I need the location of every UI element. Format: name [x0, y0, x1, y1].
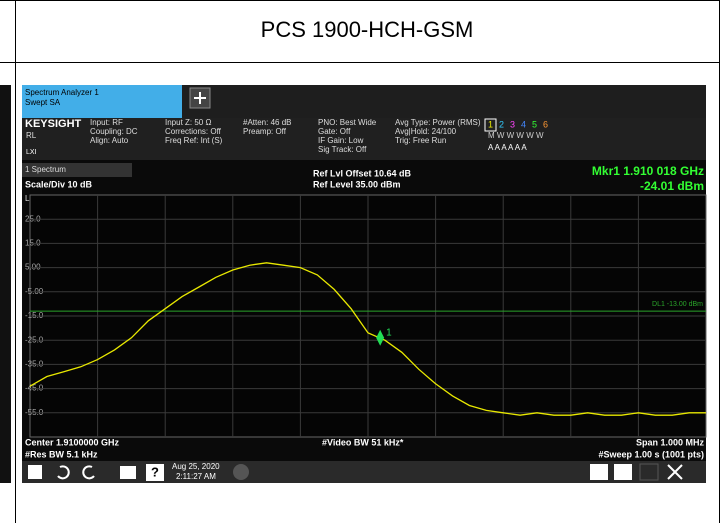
info-text: Avg|Hold: 24/100 — [395, 127, 457, 136]
layout-button[interactable] — [590, 464, 608, 480]
info-text: Coupling: DC — [90, 127, 138, 136]
date: Aug 25, 2020 — [172, 462, 220, 471]
taskbar — [22, 461, 706, 483]
info-text: Input Z: 50 Ω — [165, 118, 211, 127]
info-text: Avg Type: Power (RMS) — [395, 118, 481, 127]
marker-amplitude: -24.01 dBm — [640, 179, 704, 193]
tab-title: Spectrum Analyzer 1 — [25, 88, 99, 97]
touch-button[interactable] — [614, 464, 632, 480]
ref-level: Ref Level 35.00 dBm — [313, 179, 401, 189]
marker — [376, 329, 385, 346]
info-text: IF Gain: Low — [318, 136, 364, 145]
span: Span 1.000 MHz — [636, 437, 705, 447]
window-select[interactable] — [22, 163, 132, 177]
trace-types: A A A A A A — [488, 143, 527, 152]
ref-offset: Ref Lvl Offset 10.64 dB — [313, 168, 412, 178]
info-text: Sig Track: Off — [318, 145, 367, 154]
trace-number: 4 — [521, 119, 526, 129]
help-icon: ? — [151, 464, 159, 479]
info-bar — [22, 118, 706, 160]
plot: 25.015.05.00-5.00-15.0-25.0-35.0-45.0-55… — [25, 194, 707, 438]
tab[interactable] — [22, 85, 182, 118]
info-text: Align: Auto — [90, 136, 129, 145]
info-text: Input: RF — [90, 118, 123, 127]
info-text: Trig: Free Run — [395, 136, 446, 145]
redo-button[interactable] — [82, 465, 95, 480]
trace-number: 6 — [543, 119, 548, 129]
trace-1-box — [484, 118, 497, 132]
fullscreen-button[interactable] — [667, 464, 683, 480]
document-title: PCS 1900-HCH-GSM — [261, 17, 474, 42]
info-text: Preamp: Off — [243, 127, 287, 136]
info-text: PNO: Best Wide — [318, 118, 377, 127]
marker-frequency: Mkr1 1.910 018 GHz — [592, 164, 704, 178]
window-button[interactable] — [639, 463, 659, 481]
brand: KEYSIGHT — [25, 118, 82, 130]
file-button[interactable] — [120, 466, 136, 479]
marker-label: 1 — [386, 327, 392, 338]
undo-button[interactable] — [57, 465, 70, 480]
display-line-label: DL1 -13.00 dBm — [652, 301, 703, 308]
trace-number: 3 — [510, 119, 515, 129]
trace-number: 2 — [499, 119, 504, 129]
neighbor-screenshot — [0, 85, 11, 483]
rbw: #Res BW 5.1 kHz — [25, 449, 98, 459]
plus-icon — [194, 92, 206, 104]
time: 2:11:27 AM — [176, 472, 216, 481]
info-text: Gate: Off — [318, 127, 351, 136]
trace-modes: M W W W W W — [488, 131, 544, 140]
lxi: LXI — [26, 149, 37, 156]
trace — [29, 262, 706, 416]
info-text: Corrections: Off — [165, 127, 222, 136]
tab-mode: Swept SA — [25, 98, 61, 107]
trace-number: 5 — [532, 119, 537, 129]
vbw: #Video BW 51 kHz* — [322, 437, 404, 447]
message-button[interactable] — [233, 464, 249, 480]
info-text: #Atten: 46 dB — [243, 118, 291, 127]
trace-number: 1 — [488, 119, 493, 129]
center: Center 1.9100000 GHz — [25, 437, 120, 447]
info-text: Freq Ref: Int (S) — [165, 136, 223, 145]
sweep: #Sweep 1.00 s (1001 pts) — [598, 449, 704, 459]
window-name: 1 Spectrum — [25, 165, 66, 174]
help-button[interactable] — [146, 464, 164, 481]
windows-button[interactable] — [28, 465, 42, 479]
rl: RL — [26, 131, 37, 140]
scale: Scale/Div 10 dB — [25, 179, 93, 189]
